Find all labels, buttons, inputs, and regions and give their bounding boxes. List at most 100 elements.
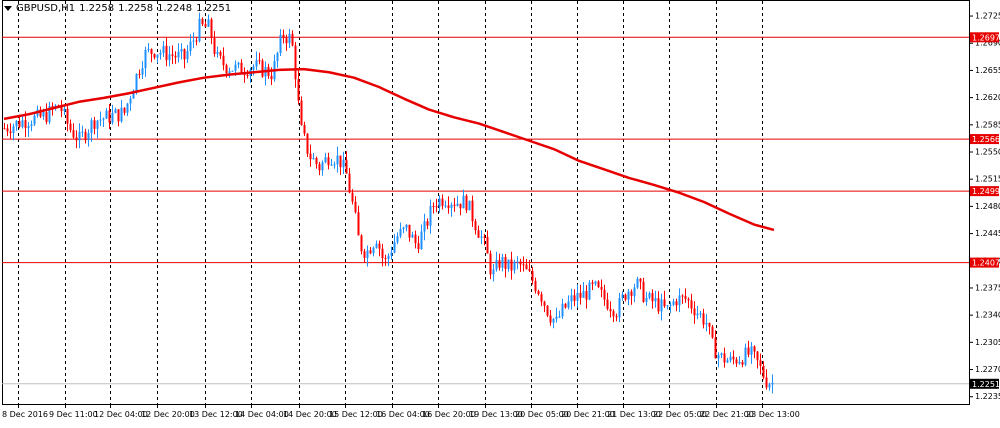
candle-body — [657, 298, 660, 312]
candle-body — [621, 294, 624, 299]
candle-body — [279, 34, 282, 53]
candle-body — [315, 158, 318, 165]
price-level-tag — [970, 32, 999, 43]
candle-body — [441, 198, 444, 206]
y-tick-label: 1.2515 — [975, 175, 1000, 184]
candle-body — [759, 360, 762, 366]
candle-body — [168, 54, 171, 61]
candle-body — [213, 37, 216, 54]
candle-body — [537, 291, 540, 295]
candle-body — [642, 281, 645, 302]
current-price-label: 1.2251 — [972, 380, 1000, 389]
candle-body — [285, 38, 288, 44]
collapse-triangle-icon[interactable] — [4, 5, 12, 11]
candle-body — [663, 299, 666, 307]
candle-body — [219, 52, 222, 56]
candle-body — [210, 19, 213, 38]
candle-body — [291, 33, 294, 46]
y-tick-label: 1.2550 — [975, 148, 1000, 157]
close-value: 1.2251 — [196, 3, 232, 14]
candle-body — [24, 120, 27, 128]
candle-body — [234, 64, 237, 71]
candle-body — [486, 237, 489, 254]
candle-body — [726, 360, 729, 363]
x-tick-label: 22 Dec 05:00 — [653, 410, 707, 419]
candle-body — [570, 295, 573, 302]
candle-body — [240, 62, 243, 75]
candle-body — [216, 52, 219, 54]
candle-body — [150, 49, 153, 55]
candle-body — [18, 120, 21, 127]
candle-body — [633, 287, 636, 296]
candle-body — [90, 120, 93, 134]
candle-body — [237, 62, 240, 65]
candle-body — [372, 247, 375, 254]
candle-body — [339, 155, 342, 168]
candle-body — [225, 65, 228, 74]
candle-body — [690, 300, 693, 309]
x-tick-label: 16 Dec 20:00 — [422, 410, 476, 419]
y-tick-label: 1.2480 — [975, 202, 1000, 211]
price-level-label: 1.2566 — [972, 135, 1000, 144]
candle-body — [552, 318, 555, 323]
candle-body — [723, 353, 726, 363]
candle-body — [171, 54, 174, 56]
candle-body — [66, 108, 69, 124]
candle-body — [768, 384, 771, 388]
candle-body — [471, 200, 474, 222]
candle-body — [360, 235, 363, 252]
candle-body — [675, 301, 678, 306]
candle-body — [153, 54, 156, 58]
candle-body — [696, 313, 699, 316]
candle-body — [609, 308, 612, 312]
candle-body — [699, 313, 702, 315]
symbol-info-header: GBPUSD,H1 1.2258 1.2258 1.2248 1.2251 — [4, 3, 235, 14]
candle-body — [555, 316, 558, 319]
candle-body — [321, 162, 324, 171]
candle-body — [318, 164, 321, 171]
y-tick-label: 1.2725 — [975, 12, 1000, 21]
candle-body — [639, 278, 642, 282]
candle-body — [114, 109, 117, 114]
candle-body — [765, 377, 768, 388]
candle-body — [108, 110, 111, 123]
candle-body — [564, 303, 567, 308]
candle-body — [549, 315, 552, 323]
candle-body — [42, 112, 45, 117]
candle-body — [12, 126, 15, 134]
candle-body — [594, 281, 597, 284]
candle-body — [408, 224, 411, 238]
candle-body — [129, 98, 132, 104]
candle-body — [159, 53, 162, 55]
candle-body — [528, 269, 531, 271]
candle-body — [69, 123, 72, 131]
current-price-tag — [970, 378, 999, 389]
candle-body — [48, 106, 51, 123]
candle-body — [660, 299, 663, 312]
y-tick-label: 1.2305 — [975, 338, 1000, 347]
x-tick-label: 12 Dec 20:00 — [141, 410, 195, 419]
candle-body — [63, 108, 66, 112]
y-tick-label: 1.2620 — [975, 93, 1000, 102]
candle-body — [477, 230, 480, 238]
candle-body — [192, 40, 195, 42]
candle-body — [459, 203, 462, 209]
x-tick-label: 23 Dec 13:00 — [746, 410, 800, 419]
candle-body — [141, 68, 144, 75]
candle-body — [378, 243, 381, 249]
candle-body — [78, 131, 81, 141]
candle-body — [231, 70, 234, 72]
candle-body — [366, 250, 369, 258]
candle-body — [27, 126, 30, 128]
x-tick-label: 20 Dec 05:00 — [515, 410, 569, 419]
candle-body — [576, 292, 579, 301]
candle-body — [603, 289, 606, 300]
candle-body — [288, 33, 291, 44]
candle-body — [504, 256, 507, 269]
candle-body — [276, 52, 279, 62]
candle-body — [669, 304, 672, 306]
candle-body — [534, 280, 537, 292]
candle-body — [747, 347, 750, 355]
